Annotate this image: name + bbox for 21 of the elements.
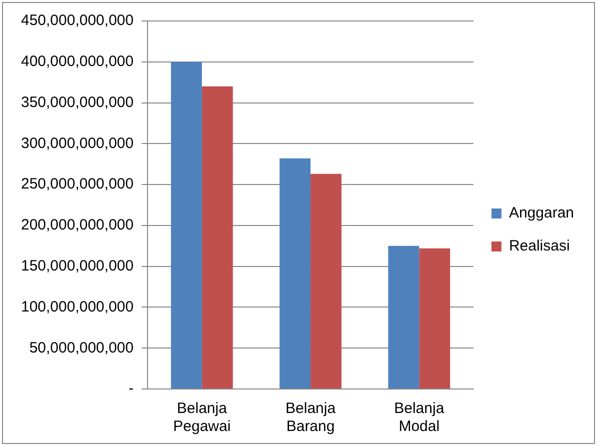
bar bbox=[280, 158, 311, 388]
y-tick-label: 350,000,000,000 bbox=[20, 94, 134, 111]
bar bbox=[170, 62, 202, 388]
bar bbox=[388, 246, 420, 388]
y-tick-label: - bbox=[128, 380, 134, 398]
x-tick-label: Belanja Barang bbox=[286, 400, 336, 436]
y-tick-label: 50,000,000,000 bbox=[29, 339, 134, 356]
y-tick-label: 400,000,000,000 bbox=[20, 53, 134, 70]
x-tick-label: Belanja Modal bbox=[394, 400, 445, 436]
y-tick-label: 200,000,000,000 bbox=[20, 216, 134, 234]
legend-label: Realisasi bbox=[508, 238, 570, 255]
y-tick-label: 150,000,000,000 bbox=[20, 257, 134, 274]
bar bbox=[202, 86, 233, 388]
y-tick-label: 300,000,000,000 bbox=[20, 134, 134, 152]
y-tick-label: 450,000,000,000 bbox=[20, 12, 134, 30]
bar bbox=[419, 248, 450, 388]
legend-label: Anggaran bbox=[508, 204, 574, 222]
y-tick-label: 100,000,000,000 bbox=[20, 298, 134, 316]
bar bbox=[310, 174, 342, 388]
y-tick-label: 250,000,000,000 bbox=[20, 176, 134, 193]
x-tick-label: Belanja Pegawai bbox=[173, 400, 231, 436]
